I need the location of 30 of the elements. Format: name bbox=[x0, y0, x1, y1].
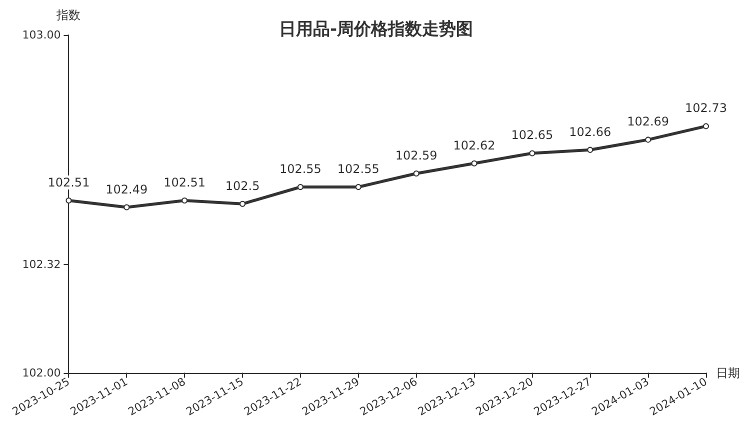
y-tick-label: 103.00 bbox=[22, 28, 61, 42]
data-label: 102.59 bbox=[395, 148, 438, 162]
point bbox=[587, 146, 594, 153]
data-label: 102.49 bbox=[106, 182, 148, 196]
data-label: 102.73 bbox=[685, 101, 727, 116]
data-label: 102.65 bbox=[511, 128, 554, 142]
x-axis-title: 日期 bbox=[716, 366, 740, 380]
point bbox=[66, 198, 72, 204]
point bbox=[182, 198, 188, 204]
y-tick-label: 102.00 bbox=[22, 366, 61, 380]
point bbox=[413, 170, 420, 176]
data-label: 102.55 bbox=[279, 162, 322, 176]
point bbox=[529, 150, 536, 156]
data-label: 102.51 bbox=[48, 176, 90, 190]
point bbox=[124, 204, 130, 210]
data-label: 102.5 bbox=[225, 178, 260, 193]
data-label: 102.66 bbox=[569, 124, 612, 139]
data-label: 102.69 bbox=[627, 114, 670, 129]
point bbox=[240, 200, 246, 207]
point bbox=[645, 136, 652, 143]
y-axis-title: 指数 bbox=[56, 8, 81, 22]
data-label: 102.55 bbox=[337, 162, 380, 176]
data-label: 102.62 bbox=[453, 138, 496, 152]
chart-title: 日用品-周价格指数走势图 bbox=[278, 20, 474, 40]
data-label: 102.51 bbox=[164, 176, 206, 190]
point bbox=[297, 184, 304, 190]
point bbox=[355, 184, 362, 190]
point bbox=[703, 123, 709, 130]
point bbox=[471, 160, 478, 166]
y-tick-label: 102.32 bbox=[22, 258, 61, 272]
